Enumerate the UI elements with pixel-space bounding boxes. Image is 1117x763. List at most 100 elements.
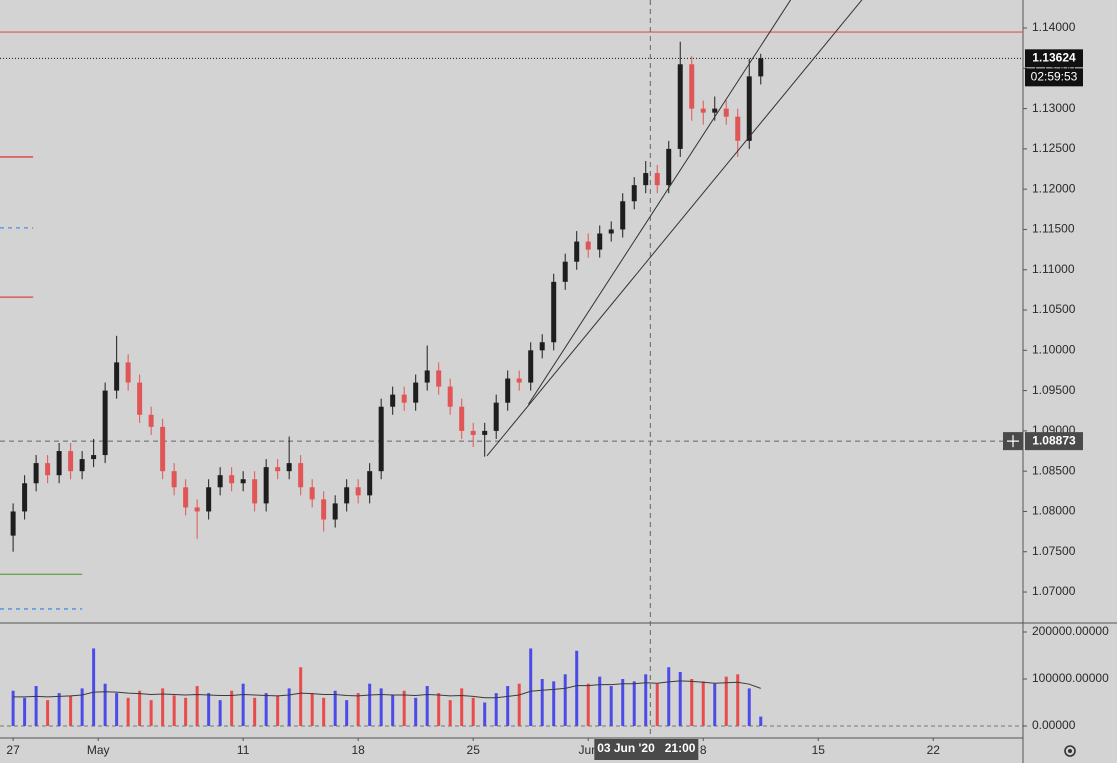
candle-body — [68, 451, 74, 472]
y-tick-label: 1.08500 — [1032, 463, 1076, 477]
volume-bar — [540, 679, 544, 727]
candle-body — [608, 229, 614, 234]
x-tick-label: 11 — [237, 743, 250, 757]
volume-bar — [276, 695, 280, 727]
volume-bar — [184, 697, 188, 727]
volume-bar — [575, 650, 579, 727]
volume-bar — [402, 690, 406, 727]
volume-ma — [13, 680, 761, 699]
candle-body — [539, 342, 545, 351]
volume-bar — [264, 693, 268, 727]
volume-bar — [701, 681, 705, 727]
volume-bar — [437, 693, 441, 727]
candle-body — [286, 463, 292, 472]
volume-bar — [356, 693, 360, 727]
candle-body — [56, 451, 62, 476]
candle-body — [746, 76, 752, 141]
volume-bar — [310, 693, 314, 727]
volume-bar — [690, 679, 694, 727]
candle-body — [45, 463, 51, 476]
volume-bar — [57, 693, 61, 727]
settings-icon[interactable] — [1064, 745, 1076, 757]
volume-bar — [322, 697, 326, 727]
candle-body — [528, 350, 534, 383]
candle-body — [206, 487, 212, 512]
y-tick-label: 1.11500 — [1032, 222, 1075, 236]
volume-bar — [207, 693, 211, 727]
volume-bar — [644, 674, 648, 727]
volume-bar — [115, 693, 119, 727]
candle-body — [148, 414, 154, 427]
candle-body — [654, 173, 660, 186]
candle-body — [91, 455, 97, 460]
volume-bar — [333, 690, 337, 727]
y-tick-label: 1.07500 — [1032, 544, 1076, 558]
crosshair-time-label: 03 Jun '20 21:00 — [597, 741, 696, 755]
x-tick-label: May — [87, 743, 110, 757]
candle-body — [229, 475, 235, 484]
trend-line — [527, 0, 792, 405]
candle-body — [367, 471, 373, 496]
x-tick-label: 15 — [812, 743, 826, 757]
candle-body — [436, 370, 442, 387]
y-tick-label: 1.12500 — [1032, 141, 1076, 155]
candle-body — [160, 426, 166, 472]
candle-body — [79, 459, 85, 472]
y-tick-label: 1.14000 — [1032, 20, 1076, 34]
volume-bar — [161, 688, 165, 727]
candle-body — [401, 394, 407, 403]
candle-body — [516, 378, 522, 383]
y-tick-label: 100000.00000 — [1032, 671, 1109, 685]
candle-body — [344, 487, 350, 504]
volume-bar — [241, 683, 245, 727]
candle-body — [390, 394, 396, 407]
volume-bar — [92, 648, 96, 727]
candle-body — [332, 503, 338, 520]
candle-body — [723, 108, 729, 117]
last-price-box — [1025, 49, 1083, 68]
volume-bar — [149, 700, 153, 727]
candle-body — [585, 241, 591, 250]
candle-body — [482, 430, 488, 435]
y-tick-label: 0.00000 — [1032, 718, 1076, 732]
volume-bar — [655, 683, 659, 727]
volume-bar — [747, 688, 751, 727]
volume-bar — [11, 690, 15, 727]
candle-body — [217, 475, 223, 488]
candle-body — [240, 479, 246, 484]
candle-body — [551, 281, 557, 343]
candle-body — [666, 148, 672, 186]
x-tick-label: 22 — [927, 743, 941, 757]
y-tick-label: 1.11000 — [1032, 262, 1075, 276]
x-tick-label: 27 — [6, 743, 20, 757]
candle-body — [378, 406, 384, 472]
volume-bar — [103, 683, 107, 727]
candle-body — [263, 467, 269, 504]
volume-bar — [379, 688, 383, 727]
volume-bar — [69, 695, 73, 727]
candle-body — [194, 507, 200, 512]
volume-bar — [724, 676, 728, 727]
volume-bar — [448, 700, 452, 727]
candle-body — [631, 185, 637, 202]
crosshair-plus — [1007, 435, 1019, 448]
volume-bar — [345, 700, 349, 727]
y-tick-label: 1.10000 — [1032, 342, 1076, 356]
volume-bar — [253, 697, 257, 727]
volume-bar — [713, 683, 717, 727]
candle-body — [413, 382, 419, 403]
y-tick-label: 1.10500 — [1032, 302, 1076, 316]
volume-bar — [494, 693, 498, 727]
candle-body — [562, 261, 568, 282]
settings-gear-center[interactable] — [1068, 749, 1072, 753]
y-tick-label: 1.13000 — [1032, 101, 1076, 115]
volume-bar — [172, 695, 176, 727]
candle-body — [712, 108, 718, 113]
settings-gear[interactable] — [1064, 745, 1076, 757]
volume-bar — [391, 695, 395, 727]
volume-bar — [368, 683, 372, 727]
candle-body — [137, 382, 143, 415]
y-tick-label: 1.12000 — [1032, 181, 1076, 195]
